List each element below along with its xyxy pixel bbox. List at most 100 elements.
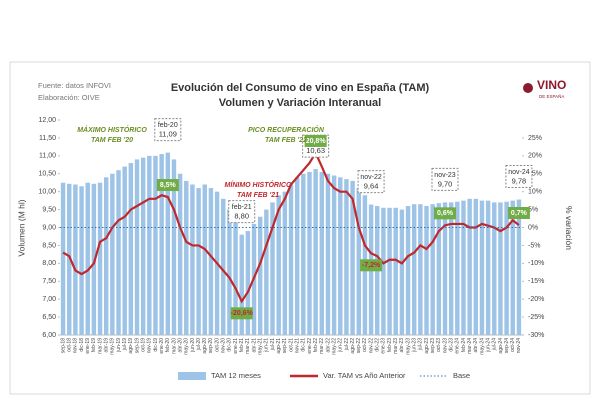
bar	[319, 171, 325, 335]
bar	[461, 200, 466, 335]
x-tick-label: may-21	[258, 338, 264, 355]
bar	[60, 182, 66, 335]
bar	[436, 203, 442, 335]
x-tick-label: nov-20	[221, 338, 227, 354]
x-tick-label: sep-19	[134, 338, 140, 354]
bar	[399, 209, 405, 335]
bar	[498, 202, 503, 335]
line-value-label: 20,8%	[306, 138, 327, 145]
bar	[325, 173, 331, 335]
x-tick-label: oct-19	[140, 338, 146, 352]
x-tick-label: dic-21	[301, 338, 307, 352]
callout-box	[357, 170, 385, 194]
y2-tick-label: 5%	[528, 206, 538, 213]
bar	[301, 173, 306, 335]
bar	[338, 177, 343, 335]
y-tick-label: 8,50	[42, 242, 56, 249]
bar-value-label: 10,63	[306, 146, 325, 155]
y2-tick-label: 10%	[528, 189, 542, 196]
bar	[184, 180, 189, 335]
callout-category: feb-20	[158, 122, 178, 129]
x-tick-label: abr-24	[473, 338, 479, 353]
legend-label: Base	[453, 371, 470, 380]
bar	[276, 195, 281, 335]
bar	[331, 175, 337, 335]
bar	[153, 155, 158, 335]
chart-title: Evolución del Consumo de vino en España …	[171, 82, 430, 94]
callout-category: nov-24	[508, 169, 530, 176]
legend-swatch	[178, 372, 206, 380]
bar	[257, 216, 263, 335]
x-tick-label: feb-20	[165, 338, 171, 352]
x-tick-label: mar-22	[319, 338, 325, 354]
bar	[196, 188, 201, 335]
x-tick-label: dic-23	[448, 338, 454, 352]
line-label-box	[434, 207, 456, 220]
x-tick-label: ago-21	[276, 338, 282, 354]
x-tick-label: feb-21	[239, 338, 245, 352]
callout-category: feb-21	[232, 204, 252, 211]
bar	[103, 177, 109, 335]
bar	[479, 200, 485, 335]
x-tick-label: ene-23	[381, 338, 387, 354]
bar	[492, 202, 497, 335]
bar	[165, 152, 171, 335]
logo: VINO	[537, 78, 566, 92]
callout-box	[154, 118, 182, 142]
x-tick-label: jun-22	[338, 338, 344, 353]
bar	[116, 170, 121, 335]
bar	[350, 180, 355, 335]
x-tick-label: sep-23	[430, 338, 436, 354]
y2-tick-label: 0%	[528, 224, 538, 231]
x-tick-label: sep-21	[282, 338, 288, 354]
x-tick-label: dic-22	[375, 338, 381, 352]
bar	[294, 177, 300, 335]
bar	[202, 184, 207, 335]
callout-box	[505, 165, 533, 189]
annotation: TAM FEB '20	[91, 137, 133, 144]
callout-box	[228, 200, 256, 224]
x-tick-label: jul-19	[122, 338, 128, 351]
x-tick-label: abr-21	[251, 338, 257, 353]
bar	[128, 163, 134, 335]
x-tick-label: jul-23	[418, 338, 424, 351]
x-tick-label: jun-20	[190, 338, 196, 353]
annotation: PICO RECUPERACIÓN	[248, 125, 325, 134]
y2-tick-label: 15%	[528, 171, 542, 178]
x-tick-label: jul-22	[344, 338, 350, 351]
bar	[73, 184, 78, 335]
x-tick-label: abr-20	[177, 338, 183, 353]
y-tick-label: 11,00	[39, 153, 56, 160]
y-tick-label: 7,00	[42, 296, 56, 303]
x-tick-label: ago-19	[128, 338, 134, 354]
bar	[424, 206, 429, 335]
x-tick-label: nov-24	[516, 338, 522, 354]
x-tick-label: jul-21	[270, 338, 276, 351]
x-tick-label: oct-24	[510, 338, 516, 352]
line-label-box	[360, 259, 383, 272]
bar	[227, 209, 232, 335]
x-tick-label: jul-24	[492, 338, 498, 351]
bar	[159, 154, 164, 335]
y-tick-label: 6,00	[42, 332, 56, 339]
line-value-label: 0,7%	[511, 210, 528, 217]
y2-tick-label: -20%	[528, 296, 544, 303]
bar	[485, 200, 491, 335]
y2-tick-label: -5%	[528, 242, 540, 249]
bar	[134, 159, 140, 335]
bar	[516, 199, 522, 335]
legend-label: TAM 12 meses	[211, 371, 261, 380]
x-tick-label: oct-23	[436, 338, 442, 352]
bar	[140, 157, 146, 335]
bar	[411, 204, 417, 335]
line-value-label: 0,6%	[437, 210, 454, 217]
y-tick-label: 9,50	[42, 206, 56, 213]
bar	[430, 204, 435, 335]
line-label-box	[304, 134, 327, 147]
y-tick-label: 10,00	[38, 189, 56, 196]
logo: DE ESPAÑA	[539, 93, 564, 99]
line-label-box	[507, 206, 530, 219]
bar	[418, 204, 423, 335]
x-tick-label: ene-19	[85, 338, 91, 354]
bar	[208, 188, 214, 335]
